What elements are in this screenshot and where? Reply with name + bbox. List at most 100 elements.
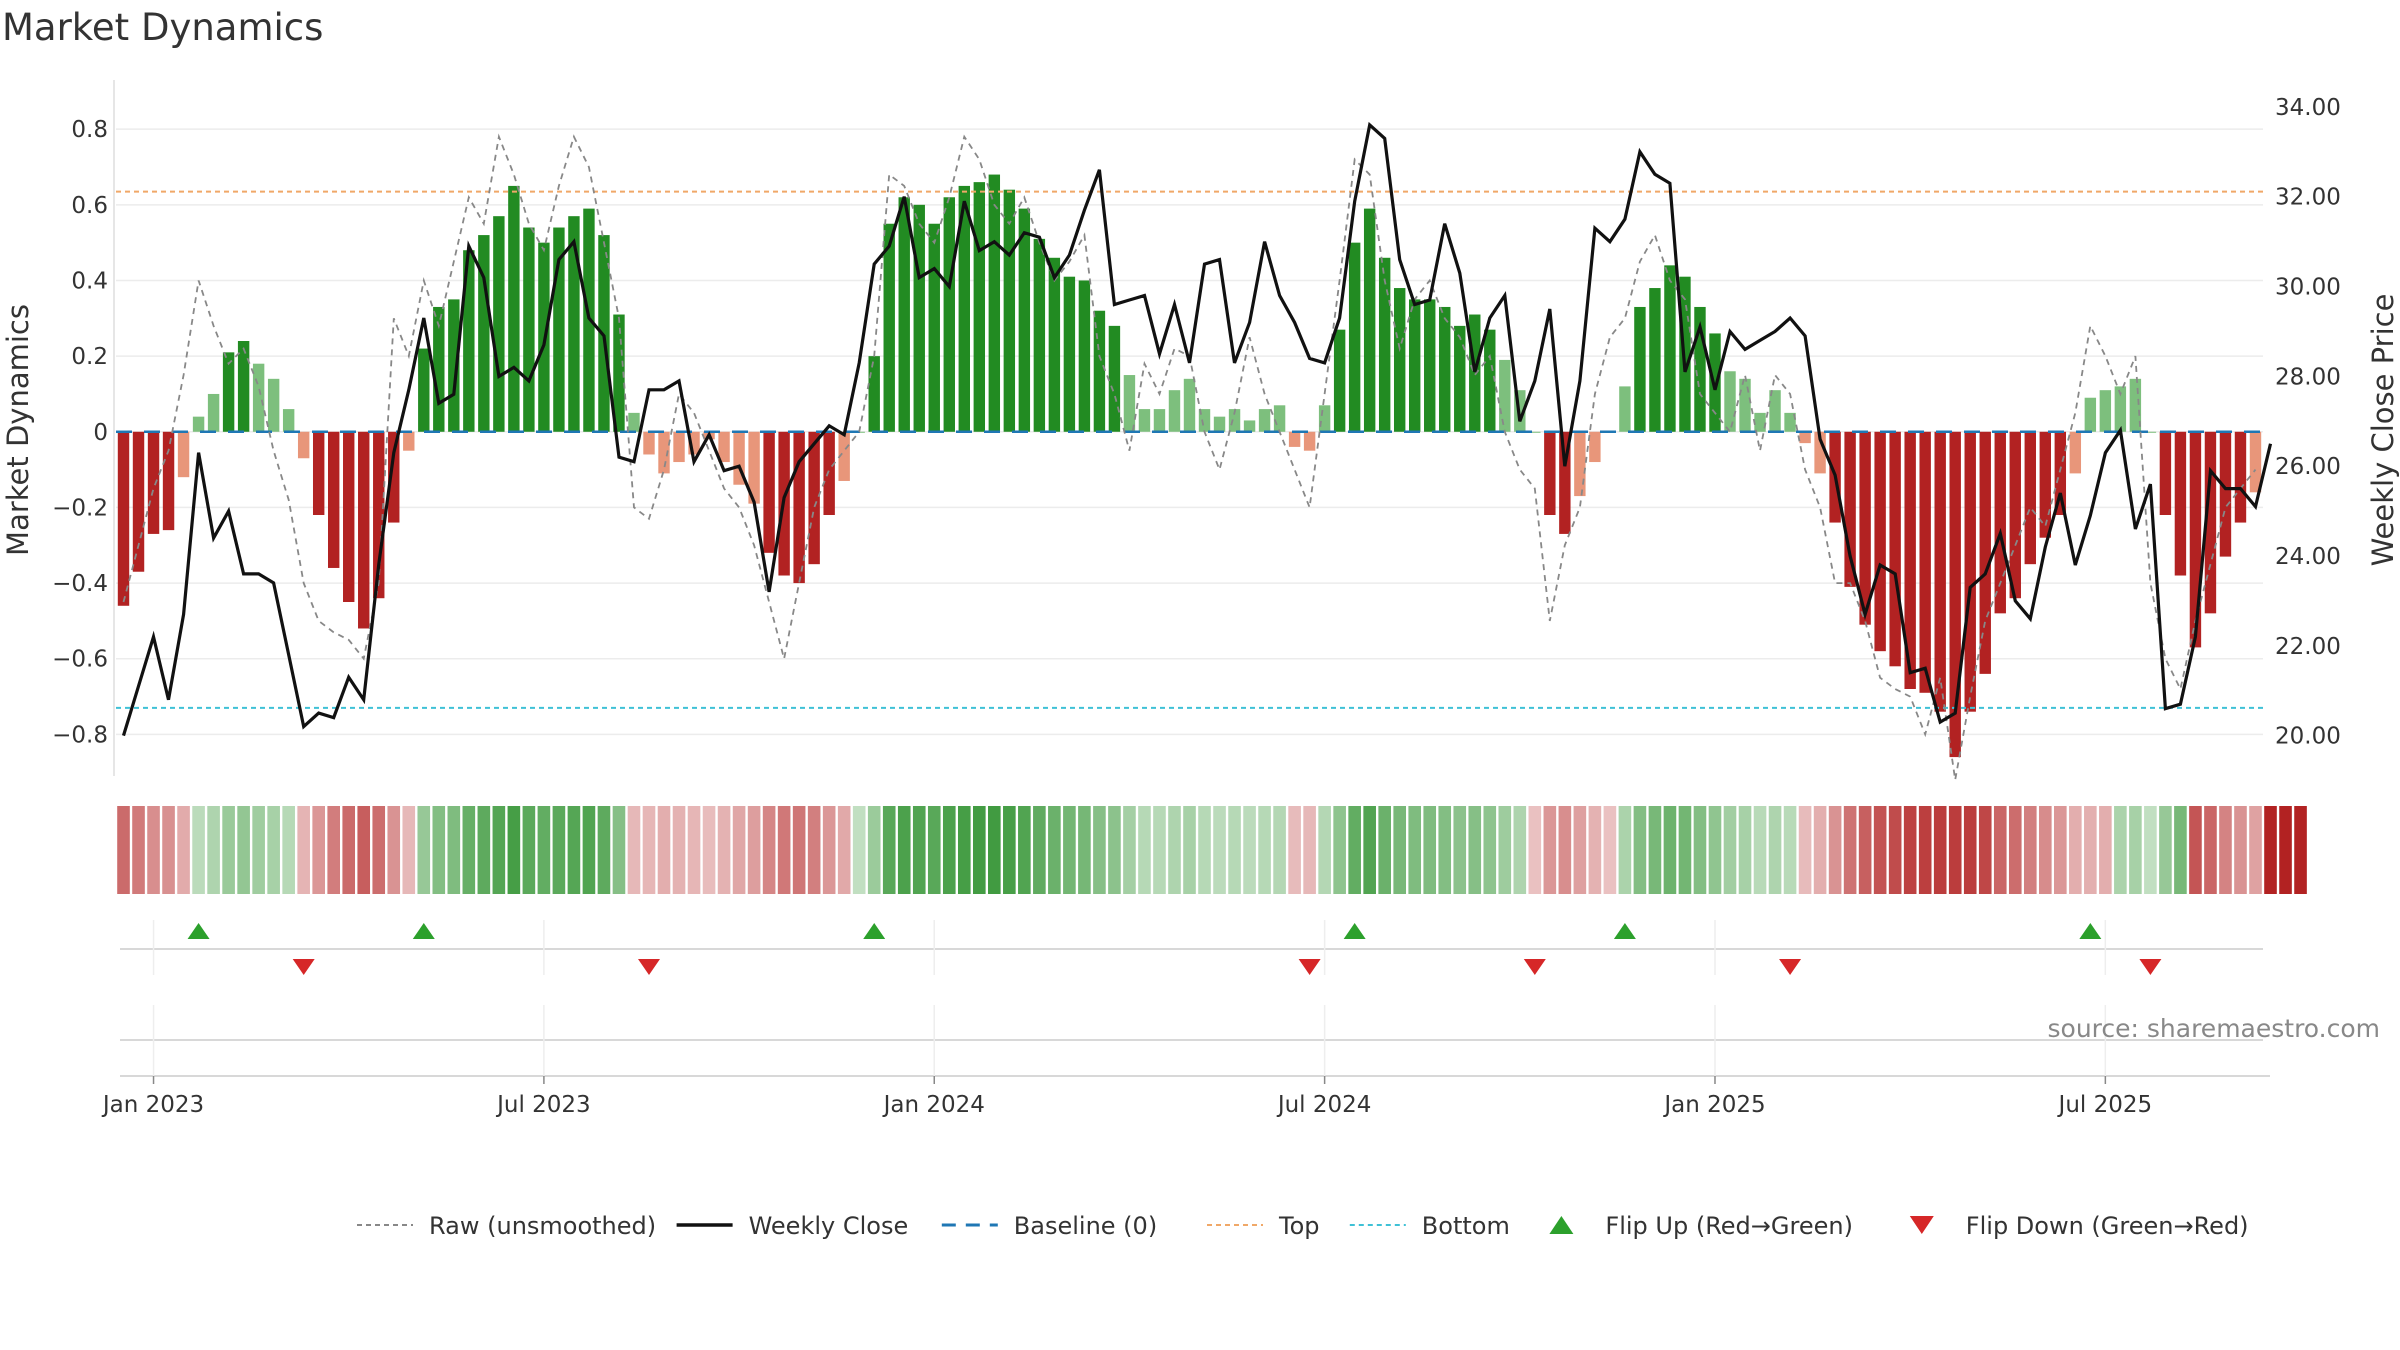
regime-cell	[297, 806, 310, 894]
bar	[1874, 431, 1886, 652]
regime-cell	[1843, 806, 1857, 894]
bar	[1003, 189, 1016, 432]
regime-cell	[957, 806, 971, 894]
flip-down-marker	[1779, 959, 1802, 975]
y-tick-label: −0.2	[52, 495, 108, 521]
bar	[327, 431, 340, 568]
bar	[463, 250, 475, 432]
bar	[1093, 310, 1106, 432]
flip-up-marker	[1613, 923, 1636, 939]
bar	[1243, 420, 1256, 432]
bar	[177, 431, 190, 478]
y2-tick-label: 22.00	[2275, 634, 2341, 660]
bar	[1814, 431, 1826, 474]
regime-cell	[1693, 806, 1707, 894]
x-tick-label: Jul 2025	[2057, 1092, 2153, 1118]
regime-cell	[2054, 806, 2067, 894]
regime-cell	[597, 806, 611, 894]
regime-cell	[1933, 806, 1947, 894]
regime-cell	[1918, 806, 1932, 894]
bar	[1799, 431, 1811, 444]
smoothed-bars	[117, 174, 2262, 758]
regime-cell	[2219, 806, 2232, 894]
right-axis-ticks: 34.00 32.00 30.00 28.00 26.00 24.00 22.00 20.00	[2275, 95, 2341, 750]
bar	[2159, 431, 2172, 515]
regime-cell	[1453, 806, 1467, 894]
y-tick-label: −0.6	[52, 647, 108, 673]
bar	[358, 431, 370, 629]
regime-cell	[1363, 806, 1376, 894]
regime-cell	[1678, 806, 1692, 894]
regime-cell	[2189, 806, 2202, 894]
regime-cell	[1723, 806, 1737, 894]
bar	[132, 431, 145, 572]
page-title: Market Dynamics	[2, 6, 324, 49]
regime-cell	[1798, 806, 1812, 894]
y2-tick-label: 20.00	[2275, 724, 2341, 750]
regime-cell	[988, 806, 1001, 894]
bar	[2174, 431, 2187, 576]
regime-cell	[2174, 806, 2187, 894]
regime-cell	[1993, 806, 2007, 894]
regime-cell	[1618, 806, 1632, 894]
bar	[793, 431, 805, 584]
regime-cell	[627, 806, 641, 894]
bar	[1889, 431, 1901, 667]
bar	[1258, 409, 1271, 432]
legend-item: Weekly Close	[676, 1212, 908, 1240]
bar	[568, 216, 580, 432]
bar	[282, 409, 295, 432]
y2-tick-label: 26.00	[2275, 454, 2341, 480]
bar	[343, 431, 355, 602]
regime-cell	[1828, 806, 1842, 894]
bar	[1123, 375, 1136, 432]
regime-cell	[1333, 806, 1346, 894]
bar	[1949, 431, 1961, 758]
regime-cell	[282, 806, 295, 894]
regime-cell	[927, 806, 941, 894]
bar	[2009, 431, 2021, 599]
regime-cell	[462, 806, 476, 894]
bar	[192, 416, 205, 432]
bar	[1724, 371, 1736, 432]
regime-cell	[402, 806, 416, 894]
bar	[162, 431, 175, 531]
bar	[2144, 431, 2157, 433]
bar	[433, 306, 445, 432]
regime-cell	[837, 806, 851, 894]
bar	[658, 431, 670, 474]
regime-cell	[1558, 806, 1572, 894]
bar	[1138, 409, 1151, 432]
bar	[478, 235, 490, 432]
source-credit: source: sharemaestro.com	[2047, 1014, 2381, 1043]
flip-down-marker	[637, 959, 660, 975]
bar	[688, 431, 700, 455]
regime-cell	[1183, 806, 1196, 894]
y-axis-label: Market Dynamics	[1, 304, 35, 556]
regime-cell	[1963, 806, 1977, 894]
regime-cell	[1768, 806, 1782, 894]
bar	[1769, 390, 1781, 432]
flip-down-marker	[292, 959, 315, 975]
legend-swatch	[1909, 1216, 1934, 1234]
bar	[718, 431, 730, 463]
regime-cell	[1858, 806, 1872, 894]
y2-tick-label: 30.00	[2275, 275, 2341, 301]
regime-cell	[1228, 806, 1241, 894]
y-tick-label: 0.4	[71, 268, 108, 294]
bar	[2189, 431, 2202, 648]
regime-cell	[1498, 806, 1512, 894]
bar	[1063, 276, 1076, 432]
bar	[1979, 431, 1991, 674]
flip-up-marker	[2079, 923, 2102, 939]
bar	[2204, 431, 2217, 614]
regime-cell	[132, 806, 145, 894]
bar	[808, 431, 820, 565]
regime-cell	[807, 806, 821, 894]
regime-cell	[672, 806, 686, 894]
regime-cell	[612, 806, 626, 894]
bar	[2234, 431, 2247, 523]
regime-cell	[1063, 806, 1076, 894]
flip-up-marker	[863, 923, 886, 939]
legend-item: Flip Up (Red→Green)	[1549, 1212, 1853, 1240]
